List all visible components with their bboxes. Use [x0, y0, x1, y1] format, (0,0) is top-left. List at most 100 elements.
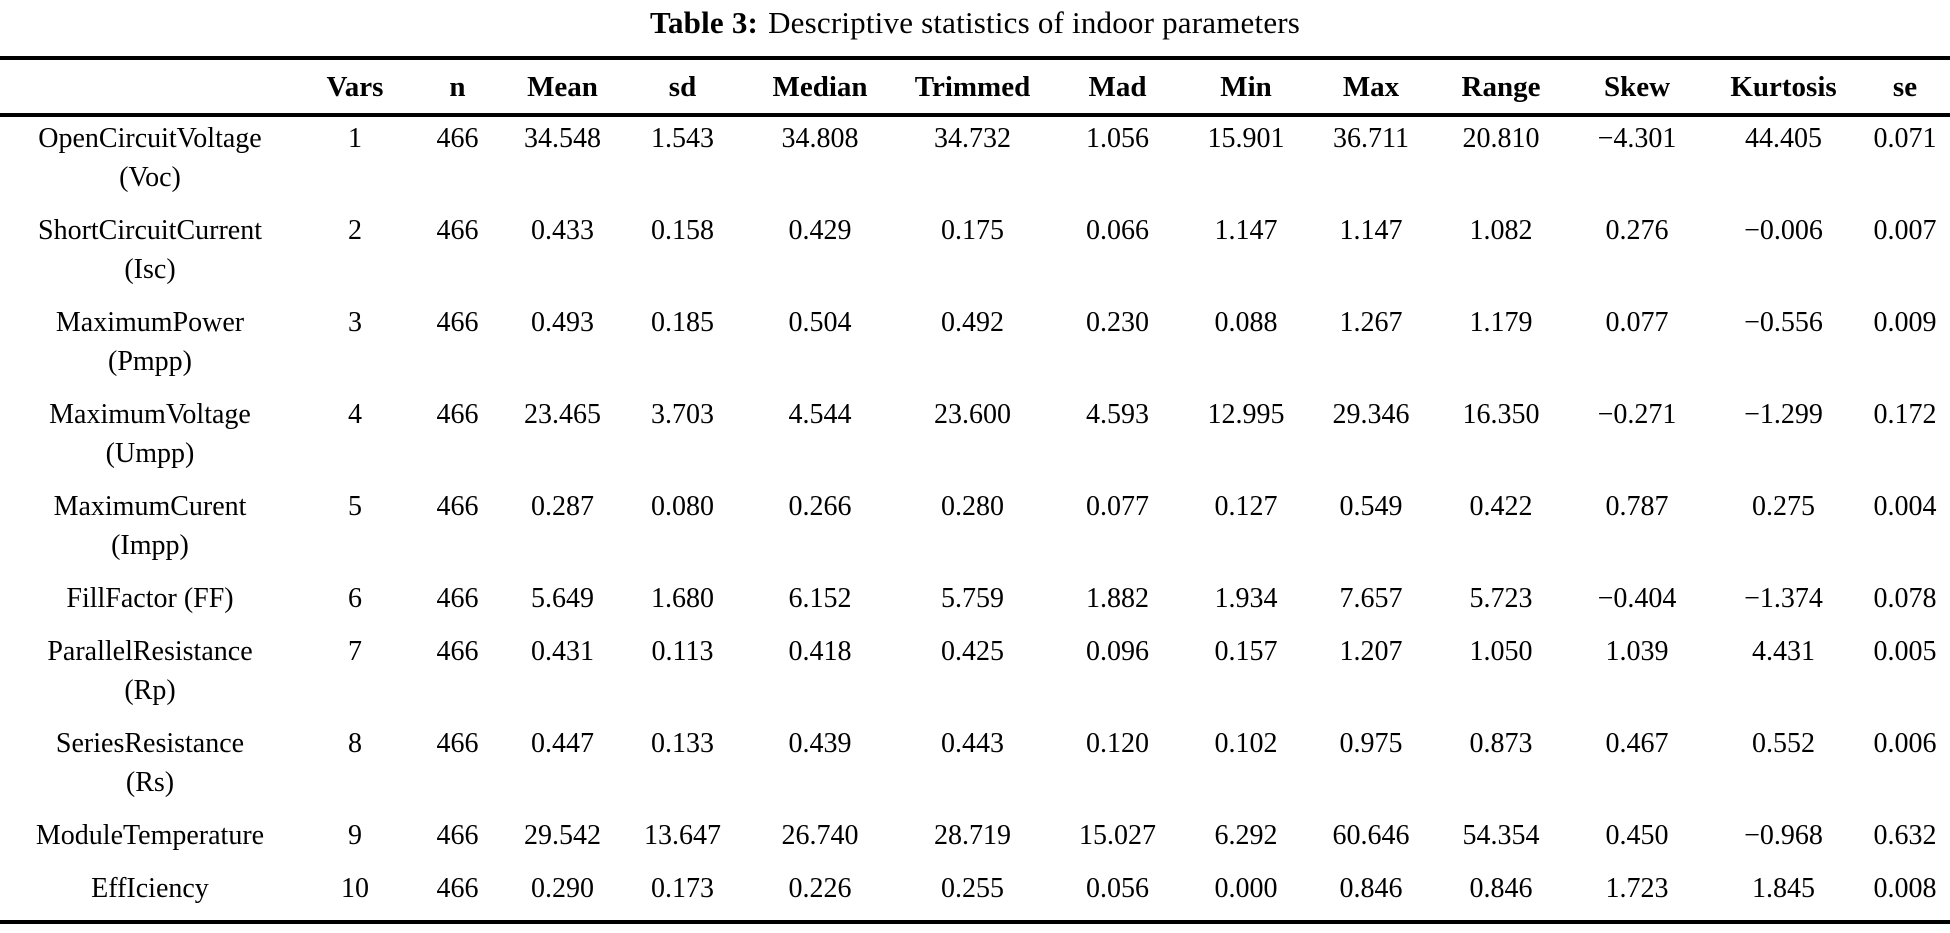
value-cell: 5.759	[941, 583, 1004, 614]
table-body: OpenCircuitVoltage (Voc) 1 466 34.548 1.543 34…	[0, 115, 1950, 922]
value-cell: 0.133	[651, 728, 714, 759]
value-cell: −0.271	[1597, 399, 1677, 430]
header-row: Vars n Mean sd Median Trimmed Mad Min Max Range Sk…	[0, 58, 1950, 117]
value-cell: 0.226	[788, 873, 852, 904]
table-caption: Table 3: Descriptive statistics of indoor…	[0, 0, 1950, 41]
value-cell: 44.405	[1745, 123, 1822, 154]
parameter-abbreviation: (Umpp)	[105, 438, 195, 469]
value-cell: 466	[436, 820, 479, 851]
value-cell: 1.050	[1469, 636, 1533, 667]
value-cell: 0.255	[941, 873, 1004, 904]
value-cell: 23.465	[524, 399, 601, 430]
value-cell: 10	[341, 873, 369, 904]
table-row: ModuleTemperature 9 466 29.542 13.647 26.740 2…	[0, 814, 1950, 867]
column-header: n	[410, 58, 505, 117]
parameter-name: MaximumPower (Pmpp)	[0, 301, 300, 393]
value-cell: 3.703	[651, 399, 714, 430]
value-cell: 0.290	[531, 873, 594, 904]
value-cell: −1.374	[1744, 583, 1823, 614]
value-cell: 5.723	[1469, 583, 1533, 614]
value-cell: 54.354	[1462, 820, 1540, 851]
parameter-name: ShortCircuitCurrent (Isc)	[0, 209, 300, 301]
parameter-name: EffIciency	[91, 873, 209, 904]
table-row: SeriesResistance (Rs) 8 466 0.447 0.133 0.439 0…	[0, 722, 1950, 814]
value-cell: 34.548	[524, 123, 601, 154]
value-cell: 1.723	[1605, 873, 1669, 904]
column-header: Mad	[1050, 58, 1185, 117]
parameter-name: MaximumCurent (Impp)	[0, 485, 300, 577]
statistics-table: Vars n Mean sd Median Trimmed Mad Min Max Range Sk…	[0, 56, 1950, 924]
value-cell: 1.267	[1339, 307, 1403, 338]
column-header: Skew	[1567, 58, 1707, 117]
value-cell: 0.425	[941, 636, 1004, 667]
value-cell: 0.504	[788, 307, 852, 338]
value-cell: −0.968	[1744, 820, 1823, 851]
column-header: Min	[1185, 58, 1307, 117]
value-cell: 60.646	[1332, 820, 1410, 851]
value-cell: 16.350	[1462, 399, 1540, 430]
value-cell: 0.230	[1086, 307, 1149, 338]
value-cell: 0.077	[1605, 307, 1669, 338]
value-cell: 7	[348, 636, 362, 667]
value-cell: 0.096	[1086, 636, 1149, 667]
value-cell: 0.450	[1605, 820, 1669, 851]
parameter-name: OpenCircuitVoltage (Voc)	[0, 115, 300, 209]
value-cell: 6	[348, 583, 362, 614]
value-cell: 34.732	[934, 123, 1011, 154]
value-cell: 4	[348, 399, 362, 430]
value-cell: −1.299	[1744, 399, 1823, 430]
parameter-abbreviation: (Impp)	[111, 530, 189, 561]
value-cell: 2	[348, 215, 362, 246]
value-cell: 1	[348, 123, 362, 154]
value-cell: 1.082	[1469, 215, 1533, 246]
value-cell: 0.056	[1086, 873, 1149, 904]
value-cell: 0.549	[1339, 491, 1403, 522]
column-header: Kurtosis	[1707, 58, 1860, 117]
parameter-abbreviation: (Pmpp)	[108, 346, 192, 377]
value-cell: 0.004	[1873, 491, 1937, 522]
value-cell: 29.542	[524, 820, 601, 851]
value-cell: 4.431	[1752, 636, 1815, 667]
value-cell: 15.027	[1079, 820, 1156, 851]
value-cell: 1.179	[1469, 307, 1533, 338]
value-cell: 9	[348, 820, 362, 851]
parameter-abbreviation: (Rs)	[125, 767, 175, 798]
value-cell: 0.443	[941, 728, 1004, 759]
table-caption-text: Descriptive statistics of indoor paramet…	[768, 5, 1301, 40]
value-cell: 29.346	[1332, 399, 1410, 430]
value-cell: 0.009	[1873, 307, 1937, 338]
value-cell: 0.127	[1214, 491, 1278, 522]
value-cell: 466	[436, 123, 479, 154]
value-cell: −0.006	[1744, 215, 1823, 246]
value-cell: 0.787	[1605, 491, 1669, 522]
value-cell: 7.657	[1339, 583, 1403, 614]
value-cell: 0.280	[941, 491, 1004, 522]
value-cell: 26.740	[781, 820, 859, 851]
value-cell: 466	[436, 399, 479, 430]
table-row: MaximumVoltage (Umpp) 4 466 23.465 3.703 4.544…	[0, 393, 1950, 485]
value-cell: 1.207	[1339, 636, 1403, 667]
parameter-name: MaximumVoltage (Umpp)	[0, 393, 300, 485]
value-cell: 13.647	[644, 820, 721, 851]
value-cell: 1.147	[1214, 215, 1278, 246]
parameter-name: ModuleTemperature	[35, 820, 265, 851]
parameter-name: ParallelResistance (Rp)	[0, 630, 300, 722]
value-cell: 0.120	[1086, 728, 1149, 759]
value-cell: 0.493	[531, 307, 594, 338]
value-cell: 0.431	[531, 636, 594, 667]
value-cell: 0.185	[651, 307, 714, 338]
parameter-name: SeriesResistance (Rs)	[0, 722, 300, 814]
value-cell: 466	[436, 583, 479, 614]
value-cell: 466	[436, 873, 479, 904]
column-header: Trimmed	[895, 58, 1050, 117]
value-cell: 4.593	[1086, 399, 1149, 430]
column-header: Range	[1435, 58, 1567, 117]
value-cell: 1.056	[1086, 123, 1149, 154]
value-cell: 0.157	[1214, 636, 1278, 667]
value-cell: 1.845	[1752, 873, 1815, 904]
table-row: MaximumPower (Pmpp) 3 466 0.493 0.185 0.504 0.4…	[0, 301, 1950, 393]
value-cell: 466	[436, 307, 479, 338]
value-cell: 20.810	[1462, 123, 1540, 154]
value-cell: 0.008	[1873, 873, 1937, 904]
value-cell: 4.544	[788, 399, 852, 430]
